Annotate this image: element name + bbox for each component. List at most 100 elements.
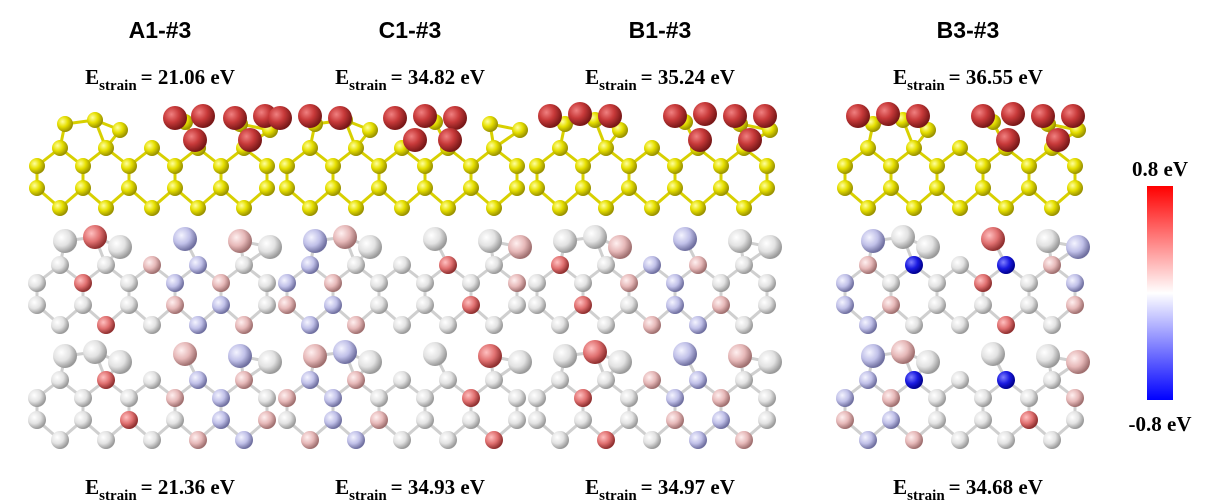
atom <box>166 411 184 429</box>
atom <box>278 389 296 407</box>
atom <box>167 158 183 174</box>
atom <box>347 316 365 334</box>
atom <box>28 274 46 292</box>
atom <box>508 235 532 259</box>
atom <box>1021 158 1037 174</box>
atom-oxygen <box>753 104 777 128</box>
atom-oxygen <box>906 104 930 128</box>
atom <box>416 411 434 429</box>
atom-oxygen <box>413 104 437 128</box>
atom <box>928 411 946 429</box>
atom <box>166 389 184 407</box>
atom <box>598 140 614 156</box>
atom <box>713 158 729 174</box>
atom <box>667 158 683 174</box>
atom <box>462 296 480 314</box>
atom <box>861 229 885 253</box>
value: = 36.55 eV <box>949 65 1043 89</box>
atom <box>529 180 545 196</box>
atom <box>143 371 161 389</box>
atom <box>324 274 342 292</box>
strain-energy: Estrain = 34.68 eV <box>893 475 1043 502</box>
atom <box>905 371 923 389</box>
atom <box>689 256 707 274</box>
atom <box>52 140 68 156</box>
atom <box>882 274 900 292</box>
atom <box>574 389 592 407</box>
atom <box>575 180 591 196</box>
atom <box>1043 316 1061 334</box>
atom <box>166 296 184 314</box>
atom <box>423 342 447 366</box>
atom <box>74 389 92 407</box>
atom <box>916 350 940 374</box>
atom <box>57 116 73 132</box>
atom <box>98 200 114 216</box>
atom <box>370 274 388 292</box>
subscript: strain <box>907 488 945 502</box>
atom <box>358 350 382 374</box>
atom <box>28 411 46 429</box>
atom <box>860 200 876 216</box>
atom <box>258 350 282 374</box>
value: = 35.24 eV <box>641 65 735 89</box>
atom <box>74 296 92 314</box>
atom <box>713 180 729 196</box>
atom <box>712 389 730 407</box>
atom <box>883 180 899 196</box>
atom <box>620 389 638 407</box>
atom <box>689 316 707 334</box>
atom <box>324 296 342 314</box>
atom <box>1066 411 1084 429</box>
atom <box>324 389 342 407</box>
atom <box>258 389 276 407</box>
atom-oxygen <box>568 102 592 126</box>
atom <box>735 371 753 389</box>
atom <box>905 256 923 274</box>
structure <box>29 104 278 216</box>
atom <box>574 274 592 292</box>
atom <box>302 140 318 156</box>
atom <box>575 158 591 174</box>
atom <box>997 256 1015 274</box>
atom <box>758 235 782 259</box>
atom <box>1043 256 1061 274</box>
atom <box>97 256 115 274</box>
atom <box>551 316 569 334</box>
atom <box>417 180 433 196</box>
atom <box>758 296 776 314</box>
atom <box>974 296 992 314</box>
atom <box>173 342 197 366</box>
symbol: E <box>893 65 907 89</box>
panel-title: B1-#3 <box>629 17 692 43</box>
atom-oxygen <box>876 102 900 126</box>
atom <box>53 229 77 253</box>
subscript: strain <box>599 78 637 94</box>
value: = 34.93 eV <box>391 475 485 499</box>
atom <box>644 140 660 156</box>
atom <box>362 122 378 138</box>
atom <box>952 140 968 156</box>
strain-energy: Estrain = 21.36 eV <box>85 475 235 502</box>
subscript: strain <box>99 78 137 94</box>
atom <box>508 389 526 407</box>
atom <box>439 256 457 274</box>
atom <box>883 158 899 174</box>
atom <box>416 274 434 292</box>
atom <box>997 371 1015 389</box>
atom-oxygen <box>403 128 427 152</box>
atom <box>667 180 683 196</box>
atom <box>728 229 752 253</box>
colorbar-min: -0.8 eV <box>1129 412 1192 436</box>
atom <box>144 140 160 156</box>
symbol: E <box>335 475 349 499</box>
atom <box>485 316 503 334</box>
atom <box>906 200 922 216</box>
atom <box>583 225 607 249</box>
atom <box>728 344 752 368</box>
atom <box>212 411 230 429</box>
atom <box>528 411 546 429</box>
atom <box>508 296 526 314</box>
atom <box>393 431 411 449</box>
atom <box>712 411 730 429</box>
